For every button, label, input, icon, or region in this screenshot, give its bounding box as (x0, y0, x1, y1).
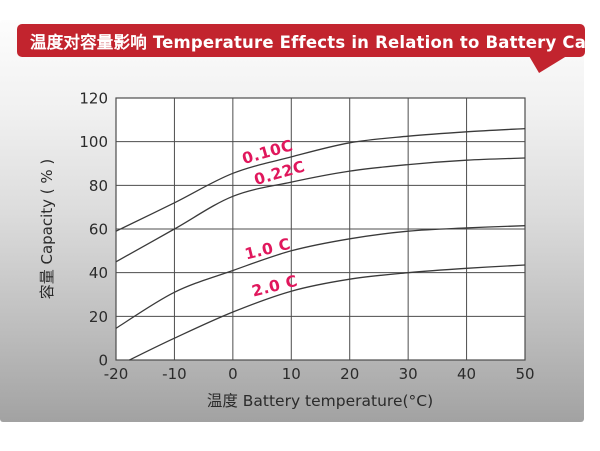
x-tick-label: 40 (457, 365, 476, 383)
y-axis-title: 容量 Capacity ( % ) (38, 159, 56, 300)
x-axis-title: 温度 Battery temperature(°C) (207, 392, 433, 410)
curve-2.0C (129, 264, 526, 361)
curve-0.10C (115, 127, 526, 232)
x-tick-label: -10 (162, 365, 187, 383)
y-tick-label: 0 (98, 352, 108, 370)
y-tick-label: 20 (89, 308, 108, 326)
curve-1.0C (115, 225, 526, 329)
plot-border (115, 97, 526, 361)
x-tick-label: 30 (399, 365, 418, 383)
y-tick-label: 100 (79, 133, 108, 151)
y-tick-label: 120 (79, 90, 108, 108)
y-tick-label: 80 (89, 177, 108, 195)
curve-0.22C (115, 157, 526, 263)
y-tick-label: 60 (89, 221, 108, 239)
x-tick-label: 50 (515, 365, 534, 383)
x-tick-label: 20 (340, 365, 359, 383)
y-tick-label: 40 (89, 264, 108, 282)
banner-title: 温度对容量影响 Temperature Effects in Relation … (30, 32, 600, 52)
x-tick-label: -20 (104, 365, 129, 383)
x-tick-label: 0 (228, 365, 238, 383)
title-banner: 温度对容量影响 Temperature Effects in Relation … (17, 24, 600, 57)
x-tick-label: 10 (282, 365, 301, 383)
